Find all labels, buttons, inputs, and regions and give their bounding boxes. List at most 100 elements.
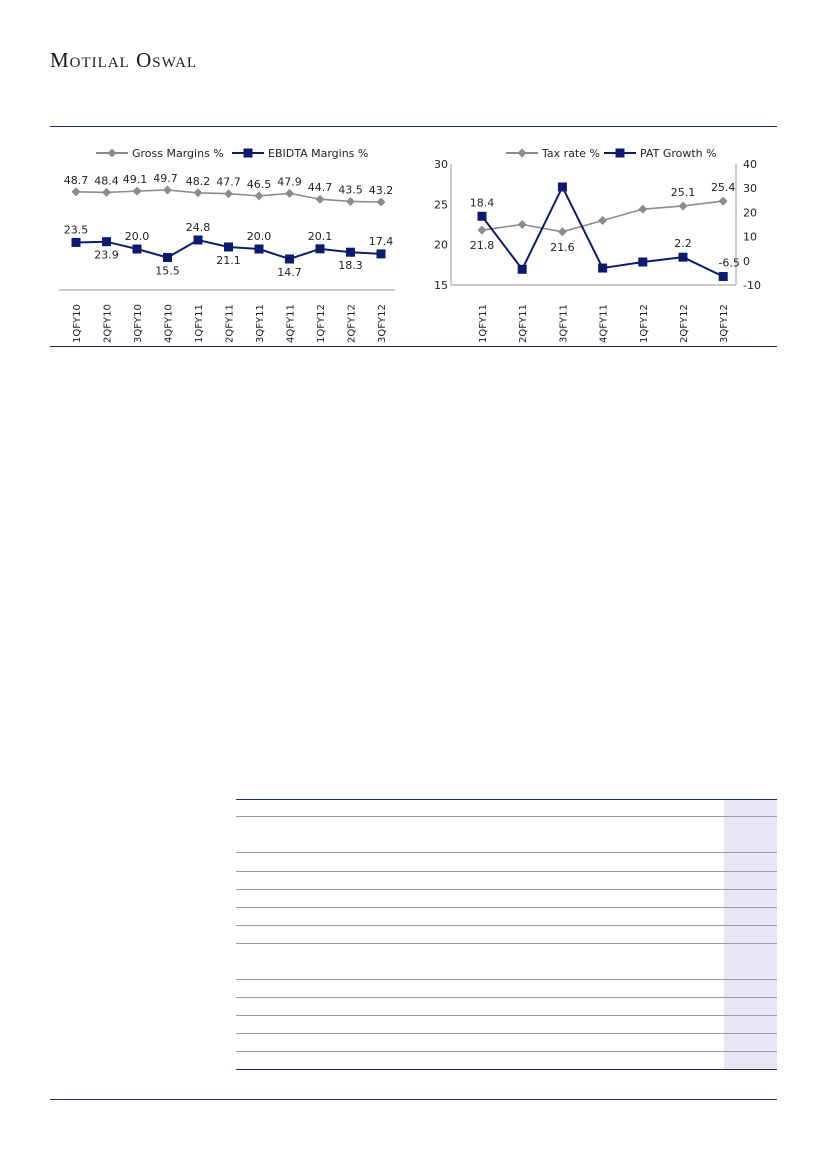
data-label: 48.7 [64, 174, 89, 187]
data-label: 21.6 [550, 241, 575, 254]
table-bottom-rule [236, 1069, 777, 1070]
table-row-line [236, 889, 777, 890]
data-point [718, 196, 728, 206]
data-label: 20.0 [125, 230, 150, 243]
data-point [132, 186, 142, 196]
footer-rule [50, 1099, 777, 1100]
legend-marker [615, 148, 625, 158]
x-tick-label: 1QFY11 [194, 304, 205, 343]
data-point [598, 263, 608, 273]
data-point [638, 204, 648, 214]
data-point [638, 257, 648, 267]
y-right-tick-label: 30 [743, 182, 757, 195]
legend-marker [243, 148, 253, 158]
data-point [477, 225, 487, 235]
table-row-line [236, 871, 777, 872]
data-point [557, 182, 567, 192]
table-row-line [236, 943, 777, 944]
data-label: 21.8 [470, 239, 495, 252]
data-point [315, 194, 325, 204]
x-tick-label: 4QFY11 [286, 304, 297, 343]
data-point [285, 254, 294, 264]
table-top-rule [236, 799, 777, 800]
data-label: 2.2 [674, 237, 692, 250]
data-label: 43.5 [338, 183, 363, 196]
data-point [477, 211, 487, 221]
data-label: 18.4 [470, 196, 495, 209]
data-label: 14.7 [277, 266, 302, 279]
y-left-tick-label: 25 [434, 198, 448, 211]
data-point [132, 244, 142, 254]
y-right-tick-label: 40 [743, 158, 757, 171]
data-point [71, 187, 81, 197]
y-left-tick-label: 20 [434, 239, 448, 252]
data-label: 17.4 [369, 235, 394, 248]
table-row-line [236, 925, 777, 926]
data-label: 46.5 [247, 178, 272, 191]
data-point [678, 252, 688, 262]
data-label: 24.8 [186, 221, 211, 234]
header-rule [50, 126, 777, 127]
x-tick-label: 3QFY10 [133, 304, 144, 343]
x-tick-label: 2QFY11 [225, 304, 236, 343]
x-tick-label: 2QFY12 [679, 304, 690, 343]
x-tick-label: 4QFY11 [599, 304, 610, 343]
tax-pat-chart: Tax rate % PAT Growth % 15 20 25 30 -10 0 10 20 30… [434, 147, 761, 343]
x-tick-label: 3QFY11 [558, 304, 569, 343]
data-point [346, 196, 355, 206]
legend-label-1: EBIDTA Margins % [268, 147, 368, 160]
data-point [376, 197, 386, 207]
y-right-tick-label: 20 [743, 206, 757, 219]
data-label: 21.1 [216, 254, 241, 267]
x-tick-label: 3QFY12 [377, 304, 388, 343]
y-right-tick-label: -10 [743, 279, 761, 292]
data-point [718, 272, 728, 282]
data-point [193, 188, 203, 198]
data-point [224, 242, 233, 252]
x-tick-label: 4QFY10 [164, 304, 175, 343]
data-point [193, 235, 203, 245]
x-tick-label: 2QFY10 [103, 304, 114, 343]
data-label: 15.5 [155, 264, 180, 277]
data-label: 49.7 [153, 172, 178, 185]
charts-bottom-rule [50, 346, 777, 347]
legend-label-1: PAT Growth % [640, 147, 717, 160]
data-label: 18.3 [338, 259, 363, 272]
data-label: 20.1 [308, 230, 333, 243]
x-tick-label: 1QFY12 [316, 304, 327, 343]
data-label: 47.7 [216, 176, 241, 189]
table-row-line [236, 907, 777, 908]
data-point [376, 249, 386, 259]
data-label: 44.7 [308, 181, 333, 194]
x-tick-label: 3QFY12 [719, 304, 730, 343]
data-label: 48.2 [186, 175, 211, 188]
y-right-tick-label: 0 [743, 255, 750, 268]
data-point [224, 189, 233, 199]
legend-label-0: Tax rate % [541, 147, 600, 160]
data-point [678, 201, 688, 211]
table-row-line [236, 997, 777, 998]
data-label: 25.1 [671, 186, 696, 199]
data-point [517, 264, 527, 274]
table-row-line [236, 816, 777, 817]
table-row-line [236, 852, 777, 853]
data-point [163, 185, 172, 195]
table-row-line [236, 1015, 777, 1016]
data-point [315, 244, 325, 254]
data-point [254, 244, 264, 254]
series-line-1 [481, 184, 724, 278]
table-row-line [236, 1033, 777, 1034]
data-label: 25.4 [711, 181, 736, 194]
data-label: 23.5 [64, 223, 89, 236]
x-tick-label: 1QFY12 [639, 304, 650, 343]
data-label: 49.1 [123, 173, 148, 186]
x-tick-label: 2QFY11 [518, 304, 529, 343]
data-point [285, 188, 294, 198]
legend-marker [107, 148, 117, 158]
data-label: 48.4 [94, 174, 119, 187]
x-tick-label: 1QFY10 [72, 304, 83, 343]
data-point [254, 191, 264, 201]
margins-chart: Gross Margins % EBIDTA Margins % 48.7 48.4 4… [59, 147, 395, 343]
table-row-line [236, 979, 777, 980]
legend-marker [517, 148, 527, 158]
